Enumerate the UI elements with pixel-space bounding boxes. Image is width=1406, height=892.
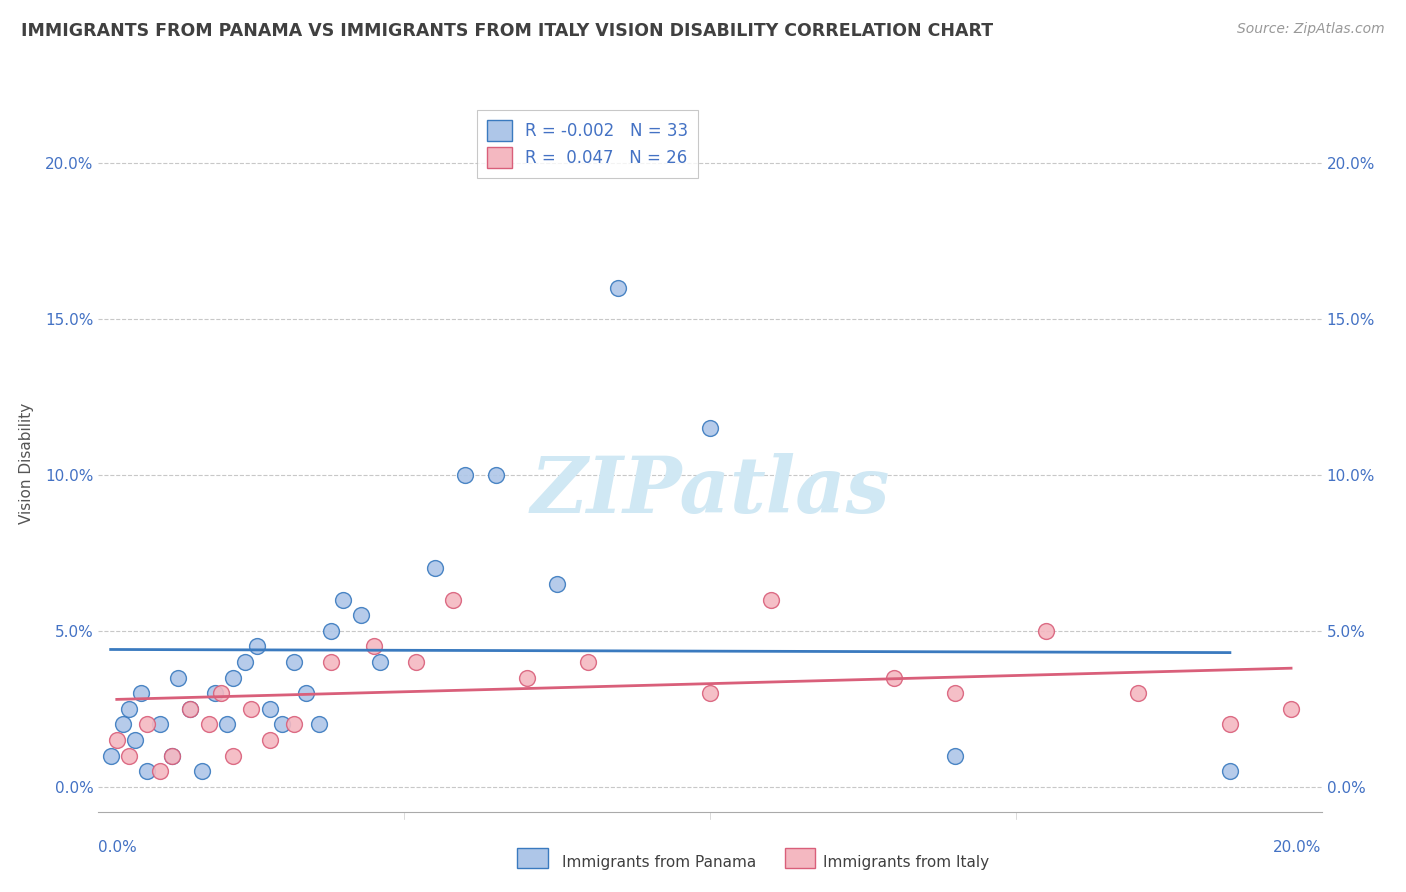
Point — [259, 733, 281, 747]
Point — [124, 733, 146, 747]
Text: Source: ZipAtlas.com: Source: ZipAtlas.com — [1237, 22, 1385, 37]
Point — [1128, 686, 1150, 700]
Point — [607, 280, 630, 294]
Point — [167, 671, 190, 685]
Point — [197, 717, 219, 731]
Point — [1035, 624, 1057, 638]
Bar — [517, 848, 548, 868]
Point — [546, 577, 568, 591]
Point — [485, 467, 508, 482]
Point — [222, 671, 245, 685]
Point — [160, 748, 183, 763]
Point — [246, 640, 269, 654]
Point — [332, 592, 354, 607]
Text: IMMIGRANTS FROM PANAMA VS IMMIGRANTS FROM ITALY VISION DISABILITY CORRELATION CH: IMMIGRANTS FROM PANAMA VS IMMIGRANTS FRO… — [21, 22, 993, 40]
Point — [368, 655, 391, 669]
Point — [160, 748, 183, 763]
Point — [204, 686, 226, 700]
Text: Immigrants from Italy: Immigrants from Italy — [823, 855, 988, 870]
Point — [283, 655, 305, 669]
Point — [191, 764, 214, 779]
Point — [209, 686, 232, 700]
Point — [215, 717, 238, 731]
Point — [363, 640, 385, 654]
Point — [943, 748, 966, 763]
Point — [516, 671, 538, 685]
Point — [118, 748, 141, 763]
Bar — [785, 848, 815, 868]
Legend: R = -0.002   N = 33, R =  0.047   N = 26: R = -0.002 N = 33, R = 0.047 N = 26 — [477, 111, 699, 178]
Point — [454, 467, 477, 482]
Point — [405, 655, 427, 669]
Point — [136, 764, 159, 779]
Point — [222, 748, 245, 763]
Y-axis label: Vision Disability: Vision Disability — [20, 403, 34, 524]
Point — [136, 717, 159, 731]
Point — [576, 655, 599, 669]
Point — [111, 717, 134, 731]
Point — [270, 717, 292, 731]
Point — [179, 702, 201, 716]
Point — [319, 624, 342, 638]
Point — [759, 592, 782, 607]
Point — [1219, 717, 1241, 731]
Point — [100, 748, 122, 763]
Point — [441, 592, 464, 607]
Point — [233, 655, 256, 669]
Point — [350, 608, 373, 623]
Point — [179, 702, 201, 716]
Point — [240, 702, 263, 716]
Point — [295, 686, 318, 700]
Text: 0.0%: 0.0% — [98, 839, 138, 855]
Text: Immigrants from Panama: Immigrants from Panama — [562, 855, 756, 870]
Text: ZIPatlas: ZIPatlas — [530, 453, 890, 530]
Point — [118, 702, 141, 716]
Point — [699, 686, 721, 700]
Point — [319, 655, 342, 669]
Point — [423, 561, 446, 575]
Point — [149, 717, 172, 731]
Point — [308, 717, 330, 731]
Point — [699, 421, 721, 435]
Point — [883, 671, 905, 685]
Text: 20.0%: 20.0% — [1274, 839, 1322, 855]
Point — [129, 686, 152, 700]
Point — [259, 702, 281, 716]
Point — [149, 764, 172, 779]
Point — [1219, 764, 1241, 779]
Point — [283, 717, 305, 731]
Point — [1279, 702, 1302, 716]
Point — [943, 686, 966, 700]
Point — [105, 733, 128, 747]
